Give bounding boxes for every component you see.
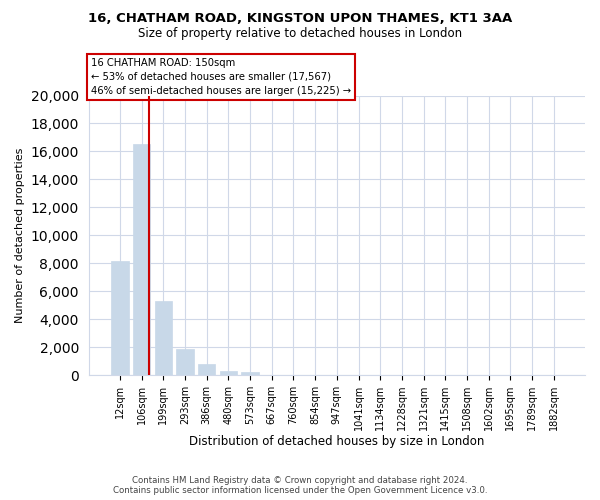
Y-axis label: Number of detached properties: Number of detached properties	[15, 148, 25, 323]
Bar	[133, 144, 150, 375]
Bar	[220, 371, 237, 375]
Text: 16 CHATHAM ROAD: 150sqm
← 53% of detached houses are smaller (17,567)
46% of sem: 16 CHATHAM ROAD: 150sqm ← 53% of detache…	[91, 58, 351, 96]
Text: Size of property relative to detached houses in London: Size of property relative to detached ho…	[138, 28, 462, 40]
Bar	[176, 349, 194, 375]
Bar	[198, 364, 215, 375]
Text: Contains HM Land Registry data © Crown copyright and database right 2024.
Contai: Contains HM Land Registry data © Crown c…	[113, 476, 487, 495]
Bar	[111, 261, 128, 375]
Text: 16, CHATHAM ROAD, KINGSTON UPON THAMES, KT1 3AA: 16, CHATHAM ROAD, KINGSTON UPON THAMES, …	[88, 12, 512, 26]
Bar	[241, 372, 259, 375]
X-axis label: Distribution of detached houses by size in London: Distribution of detached houses by size …	[189, 434, 485, 448]
Bar	[155, 301, 172, 375]
